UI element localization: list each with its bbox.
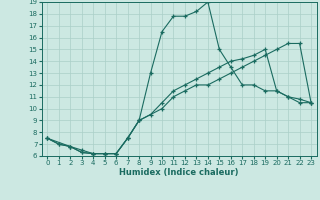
X-axis label: Humidex (Indice chaleur): Humidex (Indice chaleur) bbox=[119, 168, 239, 177]
